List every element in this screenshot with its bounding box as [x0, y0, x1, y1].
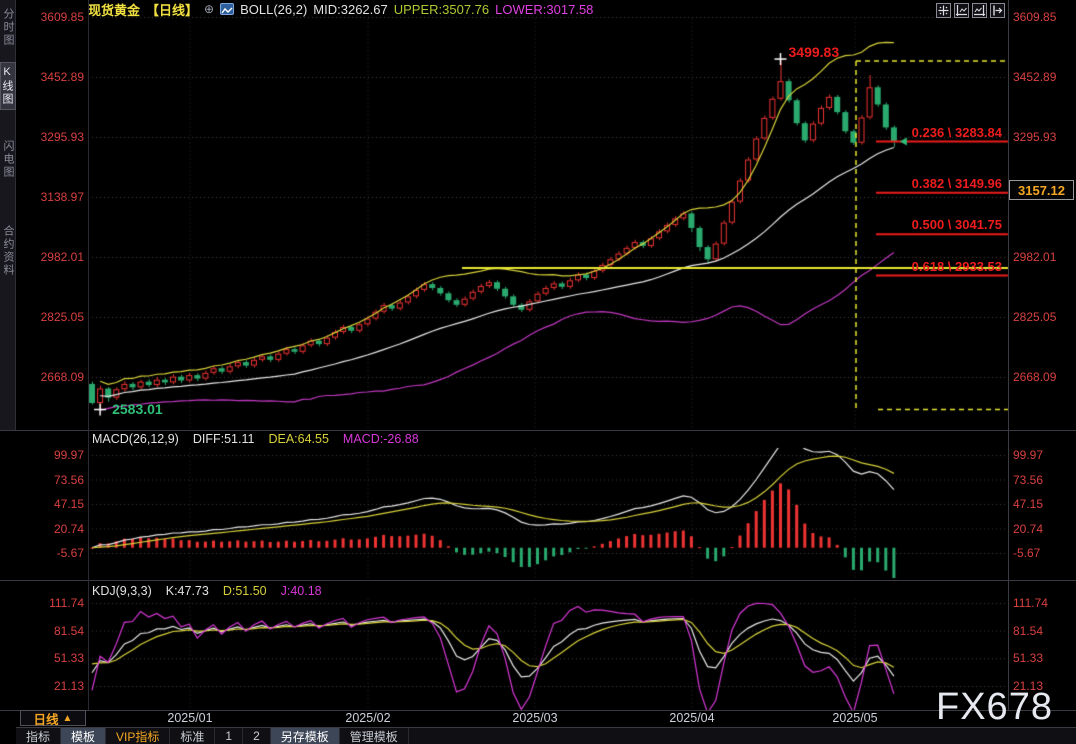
tab-indicator[interactable]: 指标 [16, 728, 62, 744]
kdj-axis-label: 21.13 [1013, 679, 1044, 693]
macd-axis-label: 73.56 [1013, 472, 1044, 487]
sidebar-item-time-chart[interactable]: 分时图 [2, 8, 14, 47]
macd-axis-label: 99.97 [1013, 448, 1044, 462]
y-axis-label: 2668.09 [40, 370, 84, 384]
indicator-name: BOLL(26,2) [240, 1, 308, 17]
chart-header: 现货黄金 【日线】 ⊕ BOLL(26,2) MID:3262.67 UPPER… [88, 1, 599, 18]
kdj-axis-label: 81.54 [1013, 623, 1044, 638]
x-axis-date: 2025/03 [512, 711, 558, 725]
tab-save-as-template[interactable]: 另存模板 [270, 728, 340, 744]
high-price-annotation: 3499.83 [788, 44, 840, 61]
left-axis-divider [88, 0, 89, 710]
crosshair-tool-icon[interactable] [936, 3, 951, 18]
tab-standard[interactable]: 标准 [170, 728, 216, 744]
scale-left-icon[interactable] [954, 3, 969, 18]
period-selector[interactable]: 日线 ▲ [20, 710, 86, 727]
y-axis-label: 3609.85 [40, 10, 84, 24]
x-axis-date: 2025/05 [832, 711, 878, 725]
panel-divider [0, 430, 1076, 431]
panel-divider [0, 580, 1076, 581]
boll-mid-value: MID:3262.67 [313, 1, 388, 17]
x-axis-date: 2025/04 [669, 711, 715, 725]
kdj-k-value: K:47.73 [165, 584, 209, 598]
macd-axis-label: 20.74 [53, 521, 84, 536]
sidebar-item-contract-info[interactable]: 合约资料 [2, 225, 14, 277]
tab-manage-template[interactable]: 管理模板 [340, 728, 409, 744]
x-axis-date: 2025/01 [167, 711, 213, 725]
macd-axis-label: 47.15 [53, 497, 84, 511]
macd-axis-label: 99.97 [53, 448, 84, 462]
period-arrow-icon: ▲ [62, 712, 73, 724]
kdj-axis-label: 111.74 [49, 596, 84, 610]
macd-dea-value: DEA:64.55 [268, 432, 329, 446]
macd-axis-label: -5.67 [56, 546, 84, 560]
fib-level-label: 0.618 \ 2933.53 [911, 258, 1002, 274]
fib-level-label: 0.236 \ 3283.84 [911, 124, 1002, 140]
y-axis-label: 3295.93 [1013, 130, 1057, 144]
macd-title: MACD(26,12,9) [92, 432, 179, 446]
kdj-axis-label: 111.74 [1013, 596, 1048, 610]
boll-upper-value: UPPER:3507.76 [393, 1, 490, 17]
chart-toolbar [936, 3, 1005, 18]
macd-macd-value: MACD:-26.88 [342, 432, 419, 446]
y-axis-label: 3452.89 [1013, 70, 1057, 84]
x-axis-date: 2025/02 [345, 711, 391, 725]
y-axis-label: 2982.01 [1013, 250, 1057, 264]
symbol-period: 【日线】 [146, 2, 199, 18]
macd-axis-label: 20.74 [1013, 521, 1044, 536]
watermark: FX678 [936, 686, 1053, 728]
sidebar-item-kline-chart[interactable]: K线图 [0, 62, 16, 110]
y-axis-label: 2668.09 [1013, 370, 1057, 384]
y-axis-label: 2825.05 [1013, 310, 1057, 324]
kdj-d-value: D:51.50 [222, 584, 267, 598]
fib-level-label: 0.500 \ 3041.75 [911, 217, 1002, 233]
macd-diff-value: DIFF:51.11 [192, 432, 255, 446]
kdj-axis-label: 51.33 [1013, 651, 1044, 666]
y-axis-label: 3138.97 [40, 190, 84, 204]
y-axis-label: 3452.89 [40, 70, 84, 84]
panel-divider [0, 710, 1076, 711]
scale-right-icon[interactable] [972, 3, 987, 18]
symbol-name: 现货黄金 [88, 2, 141, 18]
macd-panel-header: MACD(26,12,9) DIFF:51.11 DEA:64.55 MACD:… [92, 432, 433, 446]
current-price-box: 3157.12 [1009, 180, 1074, 201]
y-axis-label: 3609.85 [1013, 10, 1057, 24]
indicator-chart-icon[interactable] [220, 3, 235, 15]
kdj-j-value: J:40.18 [280, 584, 322, 598]
kdj-axis-label: 21.13 [53, 679, 84, 693]
kdj-title: KDJ(9,3,3) [92, 584, 152, 598]
fib-level-label: 0.382 \ 3149.96 [911, 175, 1002, 191]
macd-axis-label: -5.67 [1013, 546, 1041, 560]
y-axis-label: 2982.01 [40, 250, 84, 264]
macd-axis-label: 73.56 [53, 472, 84, 487]
macd-axis-label: 47.15 [1013, 497, 1044, 511]
sidebar-item-flash-chart[interactable]: 闪电图 [2, 140, 14, 179]
low-price-annotation: 2583.01 [112, 400, 163, 417]
left-sidebar: 分时图 K线图闪电图合约资料 [0, 0, 16, 430]
kdj-axis-label: 51.33 [53, 651, 84, 666]
expand-icon[interactable]: ⊕ [204, 2, 215, 16]
bottom-tab-bar: 指标 模板 VIP指标 标准 1 2 另存模板 管理模板 [16, 727, 1076, 744]
tab-template[interactable]: 模板 [61, 728, 107, 744]
boll-lower-value: LOWER:3017.58 [495, 1, 594, 17]
tab-vip-indicator[interactable]: VIP指标 [106, 728, 171, 744]
tab-slot-2[interactable]: 2 [243, 728, 271, 744]
tab-slot-1[interactable]: 1 [215, 728, 244, 744]
kdj-panel-header: KDJ(9,3,3) K:47.73 D:51.50 J:40.18 [92, 584, 336, 598]
kdj-axis-label: 81.54 [53, 623, 84, 638]
right-axis-divider [1008, 0, 1009, 710]
collapse-panel-icon[interactable] [990, 3, 1005, 18]
y-axis-label: 2825.05 [40, 310, 84, 324]
period-label: 日线 [33, 712, 59, 727]
y-axis-label: 3295.93 [40, 130, 84, 144]
